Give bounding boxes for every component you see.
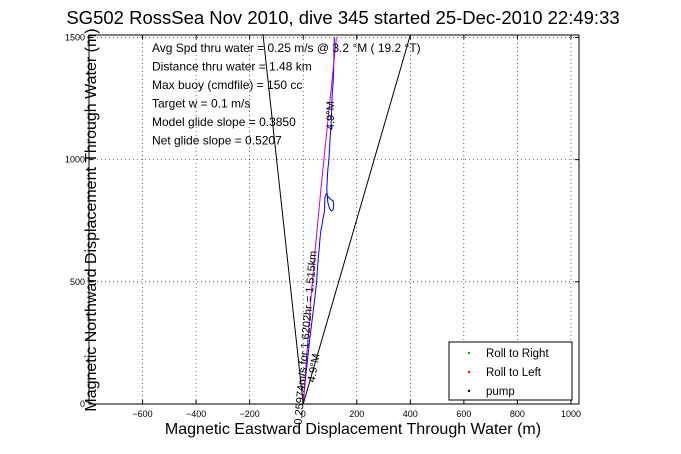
x-tick-label: 800 [510,409,525,419]
x-tick-label: 0 [301,409,306,419]
stats-line: Max buoy (cmdfile) = 150 cc [152,78,302,92]
x-tick-label: 400 [403,409,418,419]
legend-label: Roll to Left [486,367,542,379]
y-tick-label: 1000 [65,155,85,165]
y-axis-label: Magnetic Northward Displacement Through … [83,28,100,411]
x-tick-label: −200 [240,409,260,419]
legend-label: Roll to Right [486,348,549,360]
stats-line: Net glide slope = 0.5207 [152,134,282,148]
x-tick-label: −600 [132,409,152,419]
y-tick-label: 500 [70,277,85,287]
x-tick-label: 1000 [561,409,581,419]
y-tick-label: 1500 [65,32,85,42]
legend-marker [467,370,471,374]
dive-track-line [302,37,335,405]
stats-line: Avg Spd thru water = 0.25 m/s @ 3.2 °M (… [152,41,421,55]
x-axis-label: Magnetic Eastward Displacement Through W… [165,421,541,438]
stats-box: Avg Spd thru water = 0.25 m/s @ 3.2 °M (… [152,41,421,148]
heading-reference-line [262,34,304,405]
x-tick-label: 600 [456,409,471,419]
x-tick-label: 200 [349,409,364,419]
stats-line: Distance thru water = 1.48 km [152,60,312,74]
legend-label: pump [486,386,515,398]
heading-reference-line [302,34,411,405]
plot-area-frame [88,34,580,405]
plot-layer: 4.9°M0.25974m/s for 1.6202hr = 1.515km4.… [89,34,579,425]
legend: Roll to Right Roll to Left pump [448,341,573,401]
chart-title: SG502 RossSea Nov 2010, dive 345 started… [66,7,619,28]
y-tick-label: 0 [80,399,85,409]
x-tick-label: −400 [186,409,206,419]
track-annotation: 4.9°M [325,101,337,130]
legend-marker [467,389,471,393]
stats-line: Model glide slope = 0.3850 [152,115,296,129]
legend-marker [467,351,471,355]
stats-line: Target w = 0.1 m/s [152,97,250,111]
heading-track-line [302,37,337,405]
track-annotation: 4.9°M [306,353,323,384]
